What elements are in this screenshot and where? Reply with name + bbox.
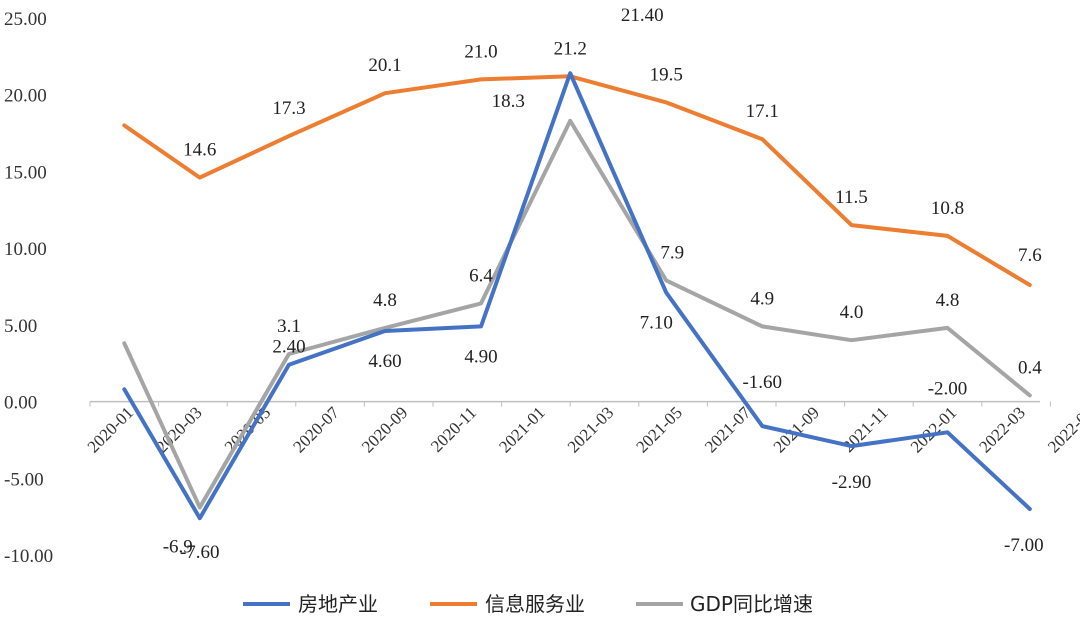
y-tick-label: 15.00 [4,162,47,183]
chart-legend: 房地产业 信息服务业 GDP同比增速 [243,592,813,616]
x-tick-label: 2022-01 [907,403,961,457]
x-tick-label: 2021-01 [495,403,549,457]
data-label: 7.6 [1018,245,1042,266]
x-tick-label: 2021-07 [701,403,755,457]
data-label: 17.3 [272,98,305,119]
data-label: 4.0 [840,302,864,323]
chart-series [122,71,1032,521]
data-label: 21.40 [621,5,664,26]
y-tick-label: 5.00 [4,316,37,337]
data-label: -7.60 [180,542,220,563]
x-tick-label: 2021-05 [632,403,686,457]
chart-data-labels: -7.60 2.40 4.60 4.90 21.40 7.10 -1.60 -2.90 -2.0… [163,5,1044,563]
legend-label-info-services: 信息服务业 [485,592,585,616]
data-label: -1.60 [742,372,782,393]
data-label: 4.8 [936,290,960,311]
x-tick-label: 2020-09 [358,403,412,457]
data-label: 4.60 [368,351,401,372]
data-label: 11.5 [835,187,868,208]
data-label: 0.4 [1018,357,1042,378]
data-label: 18.3 [492,91,525,112]
y-tick-label: 10.00 [4,239,47,260]
data-label: 7.9 [660,242,684,263]
data-label: 21.0 [464,41,497,62]
y-tick-label: -10.00 [4,546,53,567]
data-label: -7.00 [1004,535,1044,556]
data-label: 19.5 [650,64,683,85]
data-label: 17.1 [746,101,779,122]
chart-axes: 25.00 20.00 15.00 10.00 5.00 0.00 -5.00 -10.00 2… [4,9,1080,567]
data-label: 4.8 [373,290,397,311]
x-tick-label: 2020-05 [221,403,275,457]
data-label: 2.40 [272,337,305,358]
data-label: 14.6 [183,140,216,161]
y-tick-label: 25.00 [4,9,47,30]
data-label: 6.4 [469,265,493,286]
x-tick-label: 2020-07 [289,403,343,457]
x-tick-label: 2021-03 [564,403,618,457]
data-label: 21.2 [554,38,587,59]
y-tick-label: 20.00 [4,86,47,107]
x-tick-label: 2020-11 [427,403,480,456]
data-label: 10.8 [931,198,964,219]
legend-label-gdp: GDP同比增速 [690,592,813,616]
data-label: 7.10 [640,313,673,334]
data-label: -2.90 [832,472,872,493]
x-tick-label: 2021-11 [839,403,892,456]
series-line-1 [122,74,1032,287]
data-label: -6.9 [163,536,193,557]
y-tick-label: -5.00 [4,469,44,490]
data-label: -2.00 [928,378,968,399]
data-label: 4.9 [750,288,774,309]
data-label: 20.1 [368,55,401,76]
y-tick-label: 0.00 [4,393,37,414]
series-line-0 [122,71,1032,521]
series-line-2 [122,118,1032,510]
data-label: 4.90 [464,346,497,367]
x-tick-label: 2022-03 [975,403,1029,457]
x-tick-label: 2020-01 [84,403,138,457]
x-tick-label: 2022-05 [1044,403,1080,457]
data-label: 3.1 [277,316,301,337]
legend-label-real-estate: 房地产业 [298,592,378,616]
